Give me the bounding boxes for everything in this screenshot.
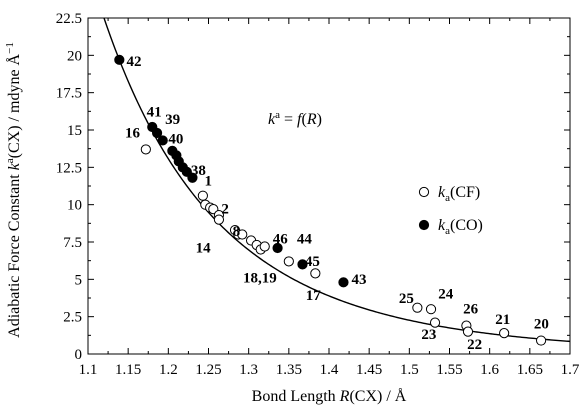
point-label: 18,19 — [243, 270, 277, 286]
y-tick-label: 2.5 — [63, 310, 82, 326]
cf-data-point — [140, 144, 151, 155]
point-label: 45 — [305, 254, 320, 270]
point-label: 24 — [438, 287, 454, 303]
y-tick-label: 12.5 — [56, 160, 82, 176]
point-label: 40 — [168, 131, 183, 147]
point-label: 43 — [351, 272, 366, 288]
y-tick-label: 17.5 — [56, 86, 82, 102]
cf-data-point — [259, 241, 270, 252]
y-tick-label: 7.5 — [63, 235, 82, 251]
point-label: 41 — [147, 105, 162, 121]
cf-data-point — [237, 229, 248, 240]
y-tick-label: 5 — [75, 272, 83, 288]
point-label: 17 — [306, 288, 322, 304]
co-data-point — [187, 172, 198, 183]
legend-marker-co — [418, 219, 430, 231]
co-data-point — [151, 127, 163, 139]
point-label: 8 — [233, 224, 241, 240]
cf-data-point — [213, 214, 225, 225]
fit-curve — [103, 17, 571, 343]
x-tick-label: 1.7 — [561, 362, 580, 378]
y-axis-label: Adiabatic Force Constant ka(CX) / mdyne … — [4, 42, 23, 338]
point-label: 22 — [467, 337, 482, 353]
legend-marker-cf — [418, 186, 430, 198]
legend-label-co: ka(CO) — [438, 217, 483, 237]
y-tick-label: 15 — [67, 123, 82, 139]
x-tick-label: 1.25 — [195, 362, 221, 378]
x-tick-label: 1.45 — [356, 362, 382, 378]
y-tick-label: 10 — [67, 198, 82, 214]
cf-data-point — [425, 304, 437, 315]
co-data-point — [338, 277, 349, 288]
point-label: 42 — [127, 54, 142, 70]
legend: ka(CF) ka(CO) — [418, 184, 483, 237]
x-tick-label: 1.35 — [276, 362, 302, 378]
co-data-point — [272, 242, 283, 254]
point-label: 38 — [191, 163, 206, 179]
x-tick-label: 1.4 — [320, 362, 339, 378]
point-label: 39 — [165, 112, 180, 128]
y-tick-label: 0 — [75, 347, 83, 363]
co-data-point — [114, 54, 125, 65]
x-tick-label: 1.55 — [436, 362, 462, 378]
x-axis-label: Bond Length R(CX) / Å — [252, 387, 407, 405]
cf-data-point — [499, 327, 510, 339]
point-label: 1 — [204, 173, 212, 189]
x-tick-label: 1.15 — [115, 362, 141, 378]
co-data-point — [157, 135, 168, 146]
x-tick-label: 1.3 — [239, 362, 258, 378]
point-label: 14 — [196, 240, 212, 256]
cf-data-point — [535, 335, 547, 346]
axis-ticks — [87, 17, 571, 355]
x-tick-label: 1.1 — [79, 362, 98, 378]
point-label: 23 — [421, 327, 436, 343]
point-label: 44 — [297, 231, 313, 247]
point-label: 46 — [273, 231, 289, 247]
x-tick-label: 1.5 — [400, 362, 419, 378]
cf-data-point — [429, 317, 441, 328]
x-tick-label: 1.65 — [517, 362, 543, 378]
legend-label-cf: ka(CF) — [438, 184, 480, 204]
point-label: 21 — [495, 312, 510, 328]
point-label: 2 — [221, 202, 229, 218]
tick-labels: 1.1 1.15 1.2 1.25 1.3 1.35 1.4 1.45 1.5 1.55 1.6 1.… — [56, 11, 580, 378]
point-label: 25 — [399, 291, 414, 307]
point-label: 20 — [534, 317, 549, 333]
cf-data-point — [412, 302, 423, 313]
data-points — [114, 54, 547, 346]
point-label: 16 — [125, 125, 141, 141]
y-tick-label: 20 — [67, 48, 82, 64]
cf-data-point — [462, 326, 474, 337]
fit-equation-annotation: ka = f(R) — [268, 109, 322, 128]
cf-data-point — [283, 256, 294, 267]
co-data-point — [297, 259, 308, 270]
plot-frame — [87, 17, 571, 355]
cf-data-point — [310, 268, 321, 279]
point-label: 26 — [463, 302, 479, 318]
x-tick-label: 1.2 — [159, 362, 178, 378]
y-tick-label: 22.5 — [56, 11, 82, 27]
x-tick-label: 1.6 — [480, 362, 499, 378]
cf-data-point — [197, 190, 208, 201]
